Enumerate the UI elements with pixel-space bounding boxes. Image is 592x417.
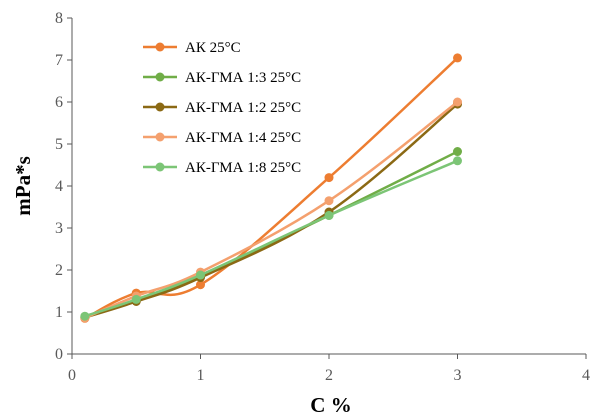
- data-point: [453, 53, 462, 63]
- legend-label: АК-ГМА 1:4 25°С: [185, 130, 301, 146]
- y-tick-label: 1: [55, 304, 63, 321]
- data-point: [453, 97, 462, 107]
- x-tick-label: 2: [325, 367, 333, 384]
- legend-swatch-marker: [155, 42, 165, 52]
- data-point: [453, 147, 462, 157]
- y-tick-label: 3: [55, 220, 63, 237]
- data-point: [453, 156, 462, 166]
- x-tick-label: 1: [197, 367, 205, 384]
- data-point: [131, 294, 141, 304]
- series-5: [80, 156, 462, 321]
- chart-legend: АК 25°С АК-ГМА 1:3 25°С АК-ГМА 1:2 25°С АК-…: [143, 40, 301, 176]
- legend-item: АК-ГМА 1:3 25°С: [143, 70, 301, 86]
- series-line: [84, 159, 458, 318]
- y-axis-label: mPa*s: [11, 156, 35, 216]
- y-tick-label: 0: [55, 346, 63, 363]
- y-tick-label: 8: [55, 10, 63, 27]
- legend-swatch-marker: [155, 132, 165, 142]
- data-point: [324, 196, 334, 206]
- legend-label: АК-ГМА 1:3 25°С: [185, 70, 301, 86]
- x-tick-label: 0: [68, 367, 76, 384]
- data-point: [80, 311, 90, 321]
- legend-label: АК-ГМА 1:8 25°С: [185, 160, 301, 176]
- x-axis-label: C %: [310, 393, 351, 417]
- legend-item: АК-ГМА 1:8 25°С: [143, 160, 301, 176]
- y-tick-label: 4: [55, 178, 63, 195]
- legend-item: АК-ГМА 1:2 25°С: [143, 100, 301, 116]
- legend-item: АК-ГМА 1:4 25°С: [143, 130, 301, 146]
- series-line: [84, 56, 459, 320]
- y-tick-label: 6: [55, 94, 63, 111]
- series-1: [80, 53, 462, 323]
- legend-swatch-marker: [155, 72, 165, 82]
- y-tick-label: 2: [55, 262, 63, 279]
- x-tick-label: 3: [454, 367, 462, 384]
- legend-label: АК 25°С: [185, 40, 241, 56]
- data-point: [196, 280, 205, 290]
- data-point: [324, 173, 334, 183]
- x-tick-label: 4: [582, 367, 590, 384]
- data-point: [196, 270, 205, 280]
- legend-swatch-marker: [155, 162, 165, 172]
- legend-label: АК-ГМА 1:2 25°С: [185, 100, 301, 116]
- y-tick-label: 7: [55, 52, 63, 69]
- chart-axes: 0 1 2 3 4 5 6 7 8 0 1 2 3 4: [55, 10, 590, 384]
- legend-item: АК 25°С: [143, 40, 241, 56]
- legend-swatch-marker: [155, 102, 165, 112]
- chart-series: [80, 53, 462, 323]
- data-point: [324, 210, 334, 220]
- y-tick-label: 5: [55, 136, 63, 153]
